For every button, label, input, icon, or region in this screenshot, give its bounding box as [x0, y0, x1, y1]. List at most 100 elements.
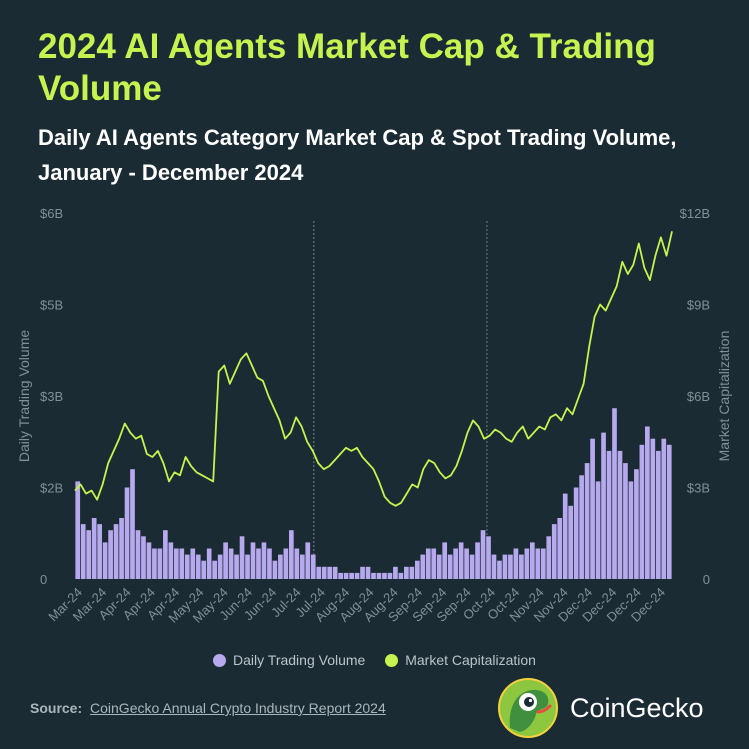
volume-bar [458, 542, 464, 579]
volume-bar [327, 566, 333, 579]
right-axis-title: Market Capitalization [716, 331, 732, 462]
volume-bar [497, 560, 502, 579]
volume-bar [425, 548, 431, 579]
legend-item-volume[interactable]: Daily Trading Volume [213, 652, 365, 668]
volume-bar [502, 554, 508, 579]
volume-bar [436, 554, 442, 579]
volume-bar [343, 572, 349, 579]
volume-bar [612, 408, 617, 579]
volume-bar [573, 487, 579, 579]
volume-bar [535, 548, 541, 579]
left-tick-label: 0 [40, 572, 47, 587]
source-line: Source: CoinGecko Annual Crypto Industry… [30, 700, 386, 716]
right-tick-label: $9B [687, 298, 710, 313]
volume-bar [524, 548, 530, 579]
volume-bar [184, 554, 190, 579]
volume-bar [666, 444, 672, 579]
volume-bar [289, 530, 294, 579]
right-tick-label: $6B [687, 389, 710, 404]
volume-bar [283, 548, 289, 579]
volume-bar [540, 548, 546, 579]
volume-bar [491, 554, 497, 579]
source-prefix: Source: [30, 700, 83, 716]
volume-bar [119, 518, 124, 579]
volume-bar [173, 548, 179, 579]
legend-item-mcap[interactable]: Market Capitalization [385, 652, 536, 668]
volume-bar [245, 554, 250, 579]
volume-bar [360, 566, 365, 579]
volume-bar [75, 481, 81, 579]
volume-bar [645, 426, 650, 579]
left-tick-label: $2B [40, 481, 63, 496]
volume-bar [393, 566, 398, 579]
volume-bar [250, 542, 256, 579]
volume-bar [267, 548, 272, 579]
left-tick-label: $5B [40, 298, 63, 313]
source-link[interactable]: CoinGecko Annual Crypto Industry Report … [90, 700, 386, 716]
volume-bar [272, 560, 278, 579]
volume-bar [212, 560, 218, 579]
legend-mcap-label: Market Capitalization [405, 652, 536, 668]
volume-bar [102, 542, 108, 579]
volume-bar [305, 542, 311, 579]
volume-bar [480, 530, 486, 579]
volume-bar [168, 542, 174, 579]
volume-bar [321, 566, 327, 579]
volume-bar [590, 438, 595, 579]
volume-bar [409, 566, 415, 579]
volume-bar [634, 469, 639, 579]
volume-bar [568, 505, 574, 579]
volume-bar [146, 542, 152, 579]
volume-bar [124, 487, 130, 579]
volume-bar [206, 548, 212, 579]
volume-bar [86, 530, 92, 579]
right-tick-label: $3B [687, 481, 710, 496]
volume-bar [332, 566, 338, 579]
volume-bar [371, 572, 376, 579]
volume-bar [447, 554, 453, 579]
volume-bar [562, 493, 568, 579]
volume-bar [223, 542, 228, 579]
volume-bar [508, 554, 513, 579]
volume-bar [195, 554, 201, 579]
volume-bar [584, 463, 590, 579]
chart-area: 0 $2B $3B $5B $6B 0 $3B $6B $9B $12B Daily Trading… [16, 206, 732, 626]
volume-bar [546, 536, 552, 579]
volume-bar [661, 438, 667, 579]
volume-bar [349, 572, 354, 579]
brand-name: CoinGecko [570, 692, 704, 723]
volume-bar [639, 444, 645, 579]
volume-bar [217, 554, 223, 579]
volume-bar [108, 530, 113, 579]
mcap-swatch-icon [385, 653, 399, 667]
volume-bar [469, 554, 475, 579]
volume-bar [655, 450, 661, 579]
legend-volume-label: Daily Trading Volume [233, 652, 366, 668]
legend: Daily Trading Volume Market Capitalizati… [0, 652, 749, 670]
volume-bar [201, 560, 207, 579]
volume-bar [414, 560, 420, 579]
volume-bar [420, 554, 426, 579]
volume-bar [228, 548, 234, 579]
market-cap-line [74, 231, 673, 507]
volume-bar [234, 554, 239, 579]
volume-bar [294, 548, 300, 579]
brand: CoinGecko [498, 678, 704, 738]
chart-title: 2024 AI Agents Market Cap & Trading Volu… [38, 27, 656, 108]
volume-bar [513, 548, 519, 579]
volume-bar [595, 481, 601, 579]
left-tick-label: $3B [40, 389, 63, 404]
volume-bar [617, 450, 623, 579]
right-tick-label: 0 [703, 572, 710, 587]
volume-bar [163, 530, 168, 579]
volume-bar [519, 554, 524, 579]
volume-bar [179, 548, 185, 579]
volume-bar [91, 518, 97, 579]
volume-bar [431, 548, 437, 579]
volume-bar [113, 524, 119, 579]
volume-bar [130, 469, 135, 579]
volume-bar [135, 530, 141, 579]
volume-bar [464, 548, 469, 579]
volume-bar [338, 572, 343, 579]
volume-bar [453, 548, 458, 579]
